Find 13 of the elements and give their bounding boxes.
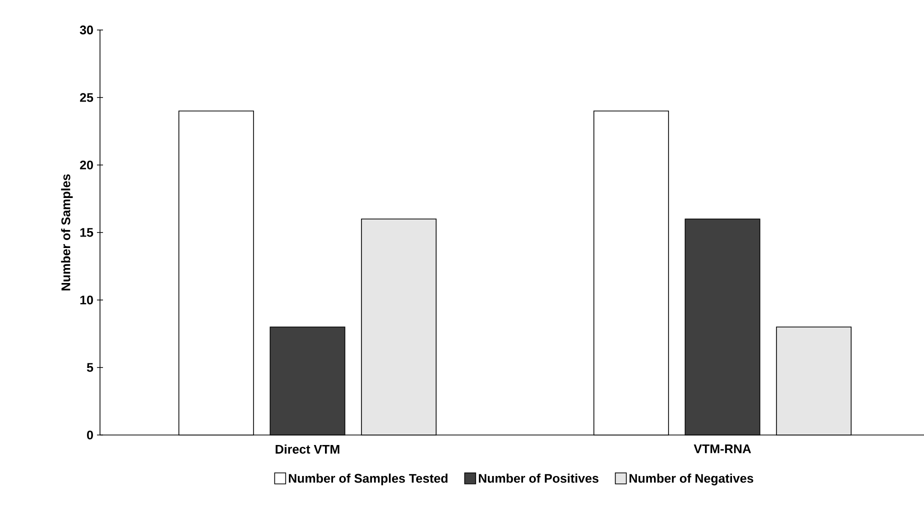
y-tick-label: 20 [80, 160, 93, 170]
y-tick-label: 15 [80, 228, 94, 237]
y-axis-title: Number of Samples [61, 174, 73, 290]
y-tick-label: 25 [80, 93, 94, 102]
legend-label: Number of Samples Tested [288, 474, 448, 486]
y-tick-label: 30 [80, 26, 93, 34]
y-tick-label: 10 [80, 296, 93, 304]
legend-label: Number of Negatives [630, 474, 754, 486]
y-tick-label: 0 [87, 430, 93, 440]
x-tick-label: VTM-RNA [694, 444, 751, 454]
y-tick-label: 5 [86, 363, 94, 372]
x-tick-label: Direct VTM [276, 444, 340, 454]
legend-label: Number of Positives [478, 474, 598, 483]
